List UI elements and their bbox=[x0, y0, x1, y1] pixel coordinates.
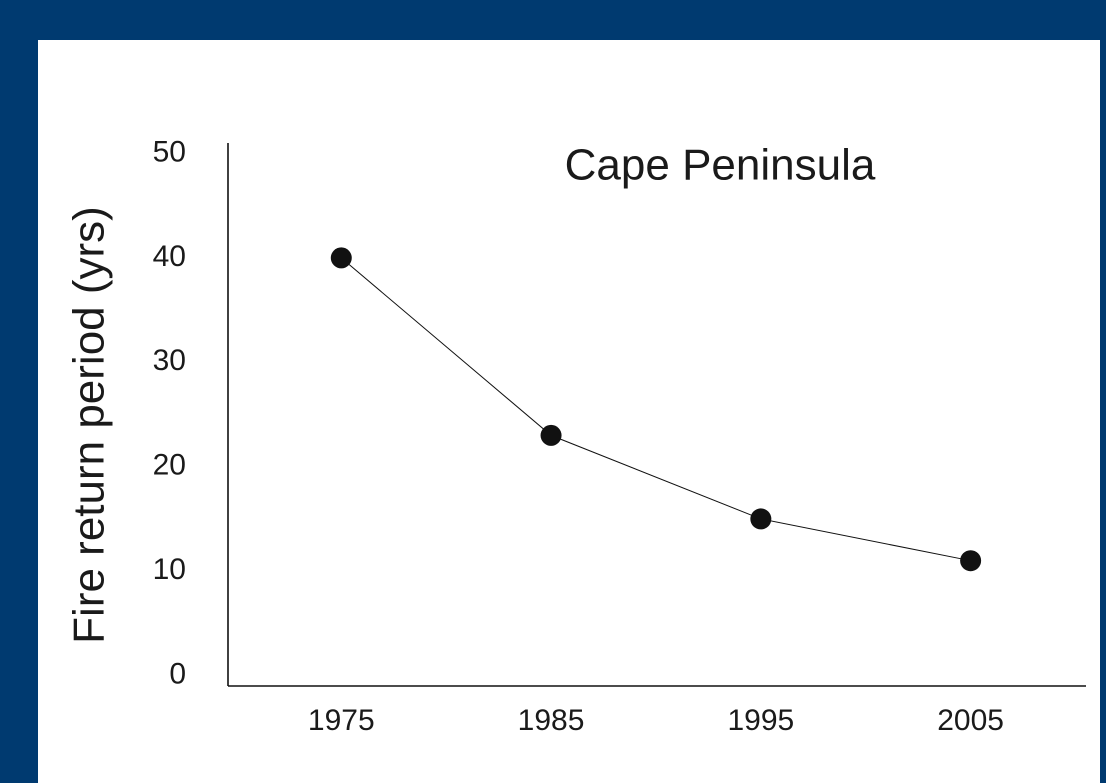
series-line bbox=[340, 257, 971, 562]
x-tick-label: 1995 bbox=[727, 704, 794, 737]
panel bbox=[38, 40, 1100, 783]
data-point bbox=[960, 550, 982, 572]
y-tick-label: 20 bbox=[153, 449, 186, 482]
y-tick-label: 40 bbox=[153, 240, 186, 273]
y-tick-label: 0 bbox=[169, 657, 186, 690]
x-tick-label: 1975 bbox=[308, 704, 375, 737]
chart-title: Cape Peninsula bbox=[565, 141, 876, 190]
data-point bbox=[540, 424, 562, 446]
x-tick-label: 1985 bbox=[518, 704, 585, 737]
data-point bbox=[750, 508, 772, 530]
data-point bbox=[330, 247, 352, 269]
y-tick-label: 10 bbox=[153, 553, 186, 586]
x-tick-label: 2005 bbox=[937, 704, 1004, 737]
y-tick-label: 50 bbox=[153, 135, 186, 168]
y-tick-label: 30 bbox=[153, 344, 186, 377]
y-axis-label: Fire return period (yrs) bbox=[65, 206, 114, 644]
